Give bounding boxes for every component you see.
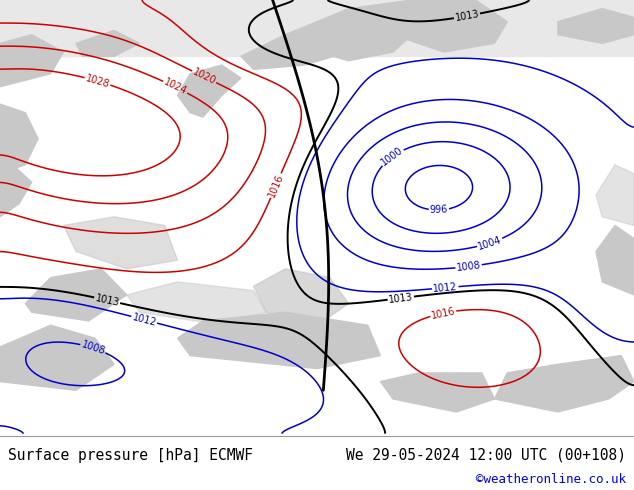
Text: 1028: 1028 <box>84 73 111 89</box>
Polygon shape <box>241 0 507 70</box>
Polygon shape <box>63 217 178 269</box>
Polygon shape <box>317 26 412 61</box>
Text: 996: 996 <box>430 205 448 215</box>
Text: We 29-05-2024 12:00 UTC (00+108): We 29-05-2024 12:00 UTC (00+108) <box>346 447 626 463</box>
Text: 1013: 1013 <box>454 9 480 23</box>
Text: 1000: 1000 <box>380 146 405 168</box>
Polygon shape <box>0 325 114 390</box>
Polygon shape <box>380 373 495 412</box>
Polygon shape <box>25 269 127 321</box>
Text: 1004: 1004 <box>477 234 503 251</box>
Polygon shape <box>178 312 380 368</box>
Polygon shape <box>495 356 634 412</box>
Text: 1012: 1012 <box>131 312 157 328</box>
Text: 1016: 1016 <box>266 172 285 199</box>
Text: 1020: 1020 <box>191 67 217 87</box>
Polygon shape <box>0 104 38 173</box>
Text: ©weatheronline.co.uk: ©weatheronline.co.uk <box>476 473 626 487</box>
Polygon shape <box>0 165 32 217</box>
Text: 1013: 1013 <box>388 292 413 305</box>
Polygon shape <box>596 165 634 225</box>
Polygon shape <box>0 35 63 87</box>
Polygon shape <box>558 9 634 44</box>
Text: 1024: 1024 <box>162 77 188 97</box>
Polygon shape <box>596 225 634 295</box>
Text: 1016: 1016 <box>430 306 456 320</box>
Text: 1012: 1012 <box>432 282 458 294</box>
Text: Surface pressure [hPa] ECMWF: Surface pressure [hPa] ECMWF <box>8 447 252 463</box>
Text: 1008: 1008 <box>456 260 481 273</box>
Polygon shape <box>127 282 266 325</box>
Polygon shape <box>76 30 139 56</box>
Polygon shape <box>178 65 241 117</box>
Text: 1008: 1008 <box>80 340 107 357</box>
Polygon shape <box>254 269 349 325</box>
Text: 1013: 1013 <box>94 293 120 308</box>
